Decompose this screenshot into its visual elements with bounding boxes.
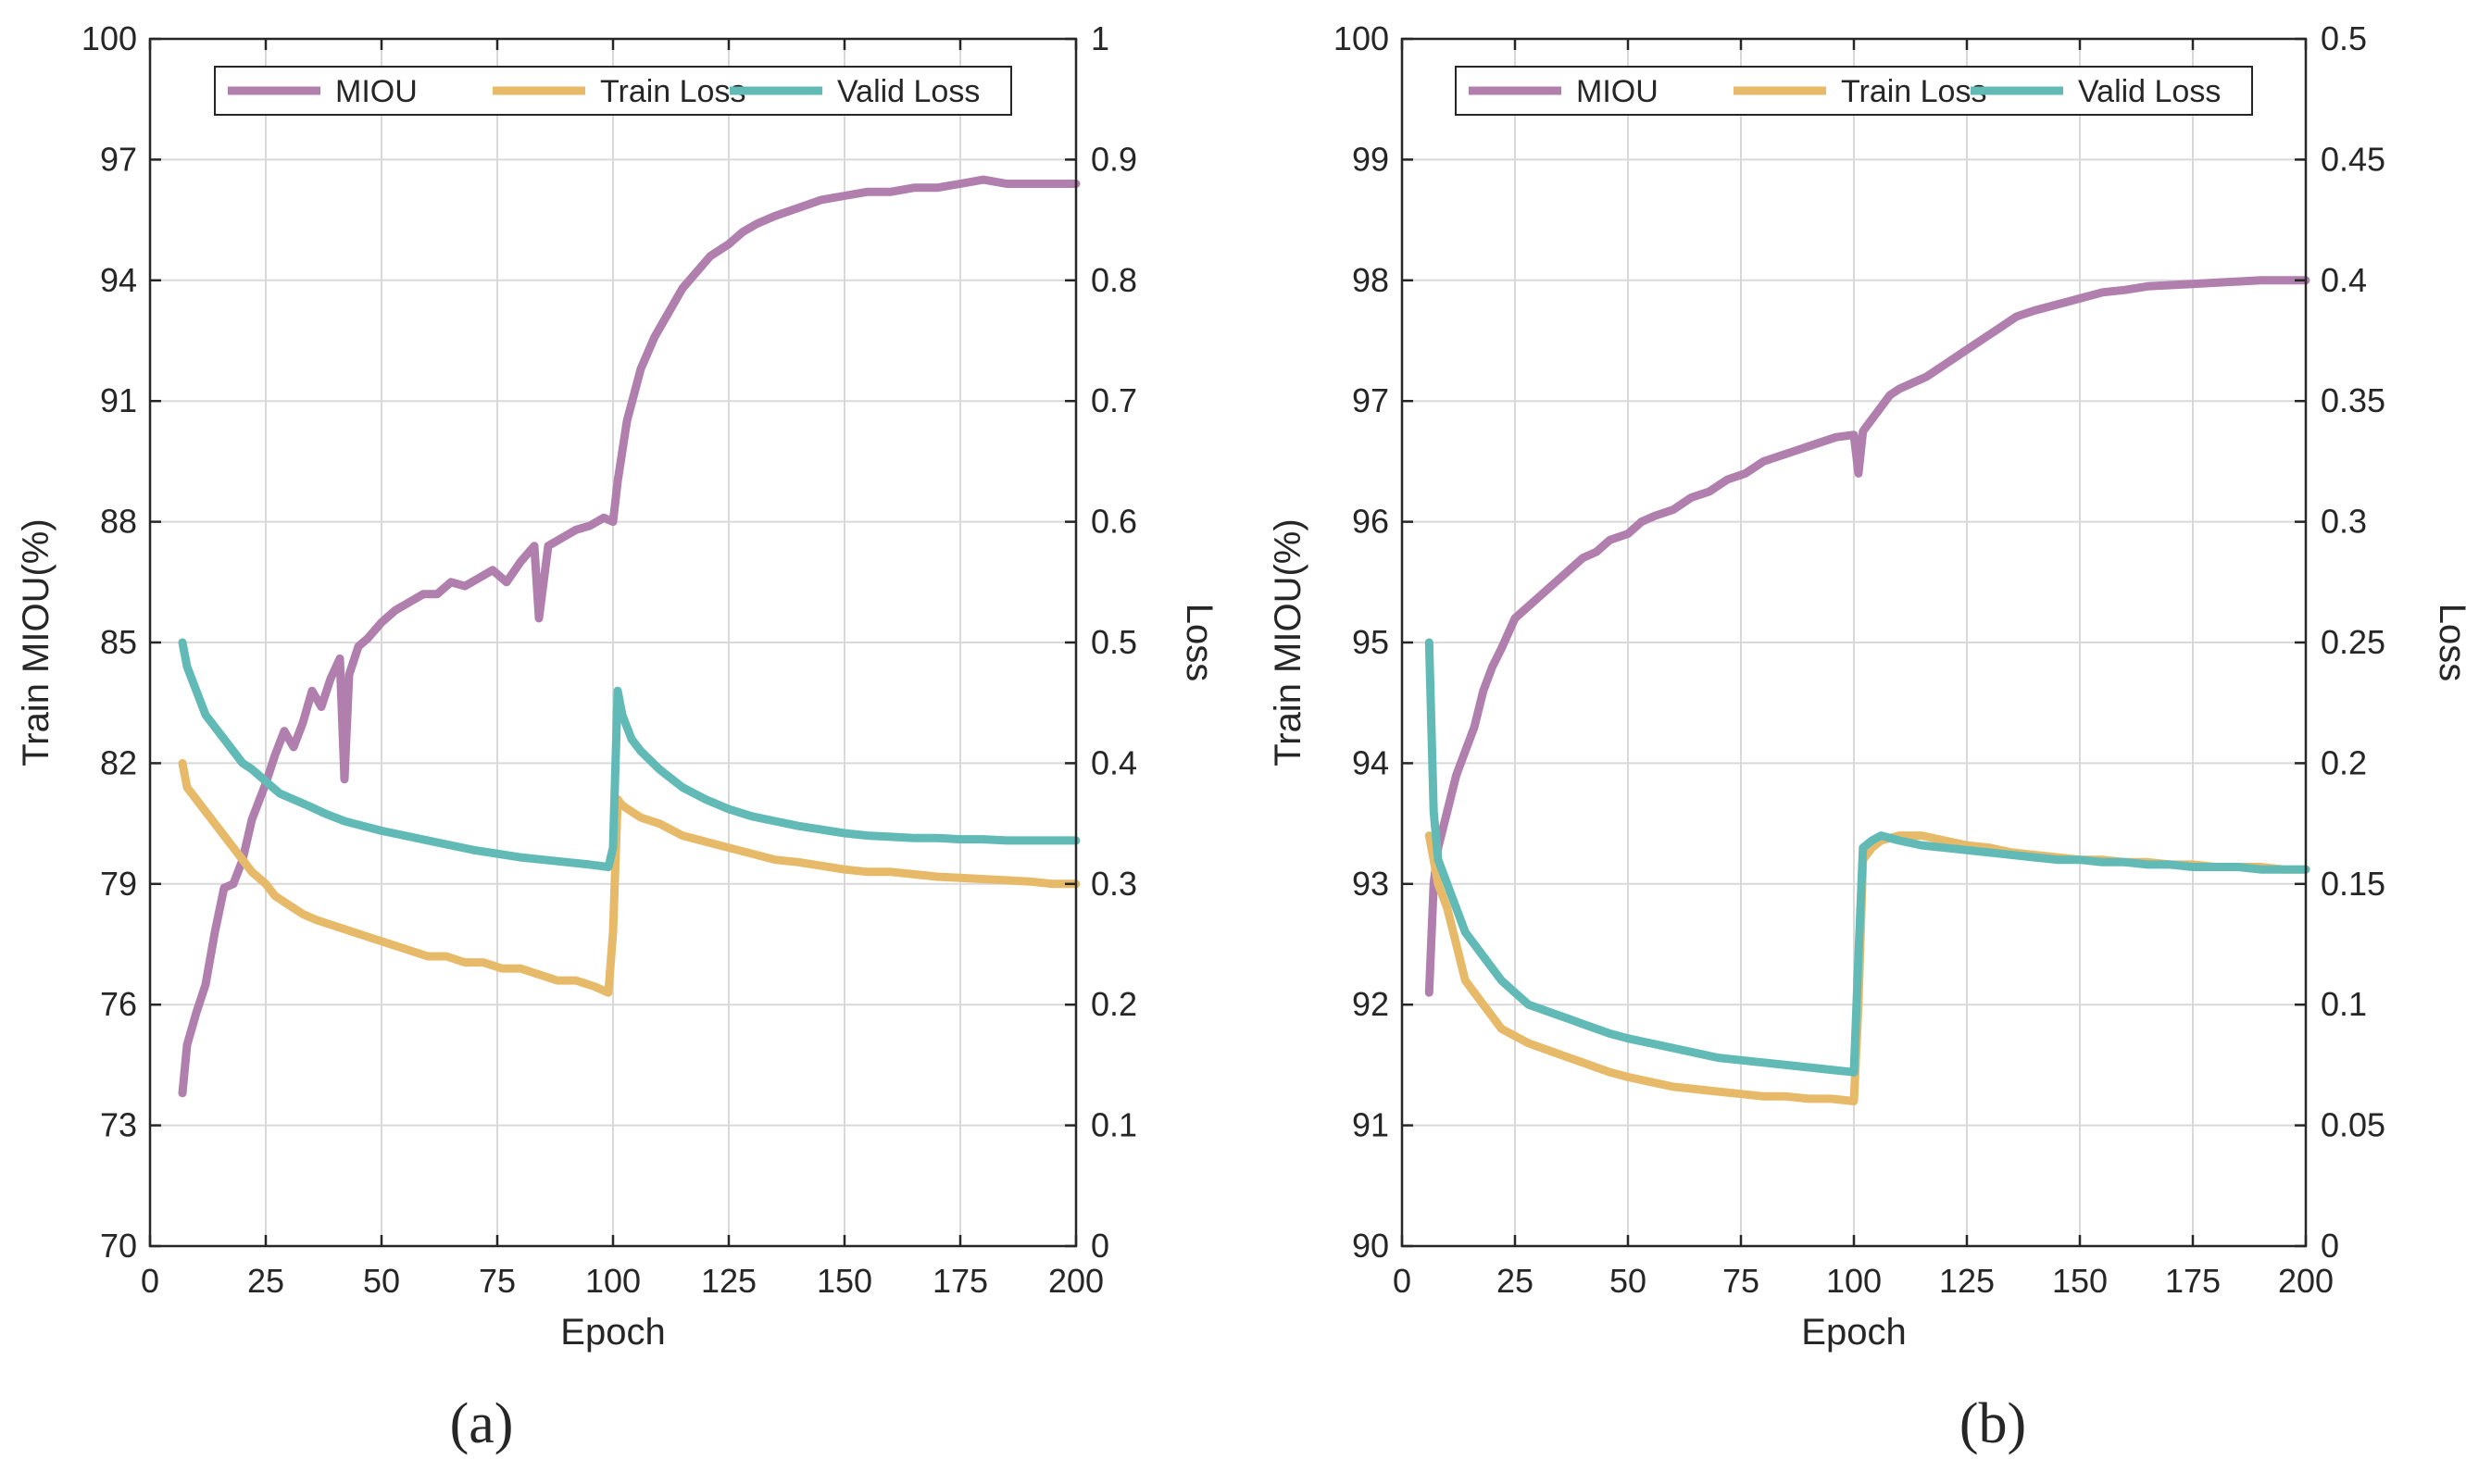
y-left-tick-label: 96 bbox=[1352, 503, 1389, 541]
y-left-axis-label: Train MIOU(%) bbox=[1268, 518, 1308, 766]
y-left-tick-label: 100 bbox=[1333, 19, 1389, 57]
legend-entry-label: MIOU bbox=[335, 74, 418, 109]
x-tick-label: 100 bbox=[585, 1262, 641, 1300]
series-lines bbox=[1424, 276, 2310, 1105]
x-tick-label: 0 bbox=[141, 1262, 159, 1300]
legend-entry-label: Train Loss bbox=[600, 74, 745, 109]
y-right-tick-label: 0.1 bbox=[2321, 985, 2367, 1023]
ticks: 0 25 50 75 100 125 150 175 200 90 91 92 93 94 95 96 97 98… bbox=[1333, 19, 2385, 1300]
legend: MIOU Train Loss Valid Loss bbox=[214, 66, 1012, 116]
y-left-tick-label: 100 bbox=[81, 19, 137, 57]
y-left-tick-label: 88 bbox=[100, 503, 137, 541]
x-tick-label: 125 bbox=[701, 1262, 757, 1300]
y-right-tick-label: 0.6 bbox=[1091, 503, 1137, 541]
y-right-tick-label: 0.15 bbox=[2321, 865, 2385, 903]
y-left-tick-label: 82 bbox=[100, 743, 137, 781]
legend-box bbox=[1455, 66, 2253, 116]
valid-loss-series-line bbox=[178, 638, 1081, 871]
y-right-tick-label: 1 bbox=[1091, 19, 1109, 57]
x-tick-label: 125 bbox=[1939, 1262, 1995, 1300]
y-right-tick-label: 0.1 bbox=[1091, 1106, 1137, 1144]
x-tick-label: 25 bbox=[1496, 1262, 1533, 1300]
y-right-tick-label: 0.9 bbox=[1091, 140, 1137, 178]
x-tick-label: 0 bbox=[1393, 1262, 1411, 1300]
x-tick-label: 100 bbox=[1826, 1262, 1882, 1300]
panel-label: (a) bbox=[450, 1392, 514, 1455]
y-left-tick-label: 91 bbox=[1352, 1106, 1389, 1144]
y-right-tick-label: 0.25 bbox=[2321, 623, 2385, 661]
y-right-tick-label: 0 bbox=[2321, 1227, 2339, 1265]
y-right-axis-label: Loss bbox=[1179, 604, 1220, 682]
y-left-tick-label: 93 bbox=[1352, 865, 1389, 903]
miou-series-line bbox=[1424, 276, 2310, 997]
y-left-tick-label: 73 bbox=[100, 1106, 137, 1144]
y-right-tick-label: 0 bbox=[1091, 1227, 1109, 1265]
x-tick-label: 75 bbox=[479, 1262, 516, 1300]
y-right-tick-label: 0.4 bbox=[1091, 743, 1137, 781]
y-left-tick-label: 99 bbox=[1352, 140, 1389, 178]
x-tick-label: 75 bbox=[1722, 1262, 1759, 1300]
train-loss-series-line bbox=[1424, 831, 2310, 1105]
y-left-tick-label: 92 bbox=[1352, 985, 1389, 1023]
valid-loss-series-line bbox=[1424, 638, 2310, 1077]
miou-series-line bbox=[178, 175, 1081, 1098]
y-left-tick-label: 79 bbox=[100, 865, 137, 903]
y-right-tick-label: 0.2 bbox=[1091, 985, 1137, 1023]
y-right-tick-label: 0.8 bbox=[1091, 261, 1137, 299]
y-right-tick-label: 0.3 bbox=[2321, 503, 2367, 541]
x-tick-label: 150 bbox=[817, 1262, 872, 1300]
y-left-tick-label: 95 bbox=[1352, 623, 1389, 661]
y-right-tick-label: 0.3 bbox=[1091, 865, 1137, 903]
y-left-tick-label: 97 bbox=[1352, 381, 1389, 419]
y-right-tick-label: 0.5 bbox=[1091, 623, 1137, 661]
x-axis-label: Epoch bbox=[1801, 1312, 1906, 1353]
y-right-tick-label: 0.4 bbox=[2321, 261, 2367, 299]
y-right-tick-label: 0.45 bbox=[2321, 140, 2385, 178]
y-left-tick-label: 90 bbox=[1352, 1227, 1389, 1265]
legend-entry-label: MIOU bbox=[1576, 74, 1659, 109]
y-left-tick-label: 94 bbox=[100, 261, 137, 299]
y-left-tick-label: 94 bbox=[1352, 743, 1389, 781]
x-tick-label: 50 bbox=[363, 1262, 400, 1300]
y-right-axis-label: Loss bbox=[2432, 604, 2466, 682]
y-left-tick-label: 76 bbox=[100, 985, 137, 1023]
gridlines bbox=[149, 38, 1077, 1247]
y-left-tick-label: 85 bbox=[100, 623, 137, 661]
train-loss-series-line bbox=[178, 758, 1081, 997]
x-axis-label: Epoch bbox=[560, 1312, 665, 1353]
chart-panel-a: 0 25 50 75 100 125 150 175 200 70 73 76 79 82 85 88 91 94… bbox=[16, 19, 1220, 1455]
y-right-tick-label: 0.7 bbox=[1091, 381, 1137, 419]
legend: MIOU Train Loss Valid Loss bbox=[1455, 66, 2253, 116]
y-left-tick-label: 70 bbox=[100, 1227, 137, 1265]
y-left-tick-label: 98 bbox=[1352, 261, 1389, 299]
y-right-tick-label: 0.05 bbox=[2321, 1106, 2385, 1144]
x-tick-label: 175 bbox=[933, 1262, 988, 1300]
x-tick-label: 200 bbox=[1048, 1262, 1104, 1300]
y-left-tick-label: 97 bbox=[100, 140, 137, 178]
y-left-axis-label: Train MIOU(%) bbox=[16, 518, 56, 766]
ticks: 0 25 50 75 100 125 150 175 200 70 73 76 79 82 85 88 91 94… bbox=[81, 19, 1137, 1300]
chart-panel-b: 0 25 50 75 100 125 150 175 200 90 91 92 93 94 95 96 97 98… bbox=[1268, 19, 2466, 1455]
legend-entry-label: Valid Loss bbox=[837, 74, 980, 109]
panel-label: (b) bbox=[1959, 1392, 2026, 1455]
x-tick-label: 175 bbox=[2165, 1262, 2221, 1300]
y-right-tick-label: 0.2 bbox=[2321, 743, 2367, 781]
x-tick-label: 200 bbox=[2278, 1262, 2334, 1300]
y-right-tick-label: 0.5 bbox=[2321, 19, 2367, 57]
legend-entry-label: Valid Loss bbox=[2078, 74, 2221, 109]
y-right-tick-label: 0.35 bbox=[2321, 381, 2385, 419]
series-lines bbox=[178, 175, 1081, 1098]
x-tick-label: 50 bbox=[1609, 1262, 1646, 1300]
legend-box bbox=[214, 66, 1012, 116]
x-tick-label: 25 bbox=[247, 1262, 284, 1300]
y-left-tick-label: 91 bbox=[100, 381, 137, 419]
legend-entry-label: Train Loss bbox=[1841, 74, 1986, 109]
x-tick-label: 150 bbox=[2052, 1262, 2108, 1300]
